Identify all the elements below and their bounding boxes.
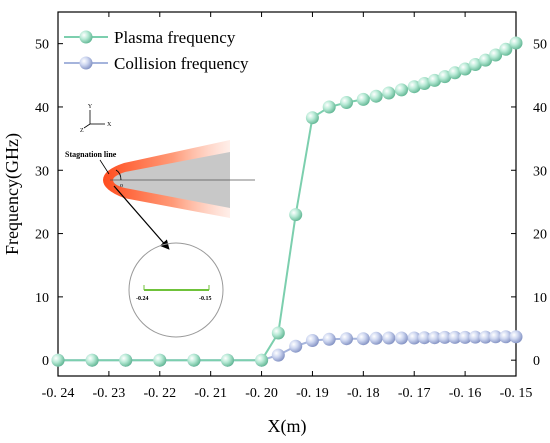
y-tick-label-right: 0 [533, 354, 540, 369]
data-point-plasma [85, 353, 99, 367]
data-point-collision [289, 339, 303, 353]
y-tick-label-right: 20 [533, 228, 547, 243]
inset-z-axis-line [83, 123, 91, 129]
data-point-plasma [448, 66, 462, 80]
data-point-collision [322, 332, 336, 346]
plot-area-border [57, 11, 517, 377]
series-line-plasma [58, 42, 517, 362]
inset-diagram: Y Z X o Stagnation line -0.24 -0.15 [65, 104, 255, 338]
x-axis: -0. 24 -0. 23 -0. 22 -0. 21 -0. 20 -0. 19 -0. … [42, 12, 533, 401]
legend-marker-plasma [79, 30, 93, 44]
y-tick-label-right: 30 [533, 164, 547, 179]
data-point-plasma [356, 92, 370, 106]
y-tick-label-left: 50 [35, 38, 49, 53]
x-tick-label: -0. 23 [93, 386, 126, 401]
inset-origin-label: o [120, 183, 123, 189]
y-axis-left: 0 10 20 30 40 50 [35, 38, 63, 369]
data-point-collision [407, 331, 421, 345]
x-tick-label: -0. 15 [500, 386, 533, 401]
data-point-plasma [322, 100, 336, 114]
x-tick-label: -0. 18 [347, 386, 380, 401]
x-axis-label: X(m) [268, 416, 307, 437]
data-point-collision [499, 330, 513, 344]
data-point-plasma [271, 326, 285, 340]
data-point-plasma [51, 353, 65, 367]
data-point-plasma [489, 48, 503, 62]
data-point-plasma [509, 36, 523, 50]
x-tick-label: -0. 24 [42, 386, 75, 401]
inset-stagnation-pointer [99, 159, 110, 175]
x-tick-label: -0. 20 [245, 386, 278, 401]
data-point-collision [428, 331, 442, 345]
data-point-collision [489, 330, 503, 344]
data-point-plasma [305, 111, 319, 125]
data-point-collision [438, 330, 452, 344]
series-layer [51, 36, 523, 367]
data-point-collision [340, 332, 353, 346]
data-point-collision [479, 330, 492, 344]
data-point-collision [448, 330, 462, 344]
y-tick-label-left: 40 [35, 101, 49, 116]
inset-axis-x-label: X [107, 122, 112, 128]
x-tick-label: -0. 22 [143, 386, 176, 401]
data-point-plasma [289, 208, 303, 222]
data-point-collision [509, 330, 523, 344]
data-point-plasma [153, 353, 167, 367]
data-point-plasma [407, 80, 421, 94]
y-tick-label-right: 10 [533, 291, 547, 306]
data-point-plasma [499, 42, 513, 56]
x-tick-label: -0. 21 [194, 386, 227, 401]
data-point-collision [417, 331, 431, 345]
y-tick-label-right: 40 [533, 101, 547, 116]
data-point-plasma [468, 58, 482, 71]
inset-segment-start-label: -0.24 [136, 296, 149, 302]
data-point-plasma [458, 62, 472, 76]
data-point-plasma [340, 96, 353, 109]
data-point-collision [356, 332, 370, 346]
data-point-plasma [382, 86, 396, 100]
data-point-collision [271, 348, 285, 362]
inset-segment-end-label: -0.15 [199, 296, 212, 302]
inset-axis-y-label: Y [88, 104, 93, 110]
inset-coordinate-axes: Y Z X [80, 104, 112, 134]
data-point-collision [458, 330, 472, 344]
data-point-plasma [428, 73, 442, 87]
data-point-collision [468, 330, 482, 344]
y-axis-label: Frequency(GHz) [2, 133, 23, 255]
x-tick-label: -0. 16 [449, 386, 482, 401]
data-point-collision [382, 331, 396, 345]
plot-frame [57, 11, 517, 377]
data-point-collision [369, 331, 383, 345]
data-point-plasma [369, 89, 383, 103]
y-tick-label-left: 0 [42, 354, 49, 369]
data-point-collision [395, 331, 408, 345]
data-point-plasma [417, 77, 431, 90]
inset-zoom-arrow [113, 185, 170, 250]
data-point-plasma [187, 353, 201, 367]
inset-stagnation-label: Stagnation line [65, 150, 117, 159]
data-point-collision [305, 334, 319, 347]
legend: Plasma frequency Collision frequency [64, 28, 249, 73]
y-tick-label-left: 20 [35, 228, 49, 243]
data-point-plasma [221, 353, 234, 367]
y-tick-label-left: 10 [35, 291, 49, 306]
data-point-plasma [119, 353, 133, 367]
y-tick-label-right: 50 [533, 38, 547, 53]
data-point-plasma [479, 53, 492, 67]
inset-angle-arc [115, 169, 122, 181]
y-tick-label-left: 30 [35, 164, 49, 179]
legend-label-plasma: Plasma frequency [114, 28, 236, 47]
inset-axis-z-label: Z [80, 128, 84, 134]
y-axis-right: 0 10 20 30 40 50 [511, 38, 547, 369]
data-point-plasma [438, 70, 452, 84]
inset-zoom-circle [128, 242, 224, 338]
data-point-plasma [255, 353, 269, 367]
data-point-plasma [395, 83, 408, 97]
legend-marker-collision [79, 56, 93, 70]
x-tick-label: -0. 19 [296, 386, 329, 401]
x-tick-label: -0. 17 [398, 386, 431, 401]
legend-label-collision: Collision frequency [114, 54, 249, 73]
